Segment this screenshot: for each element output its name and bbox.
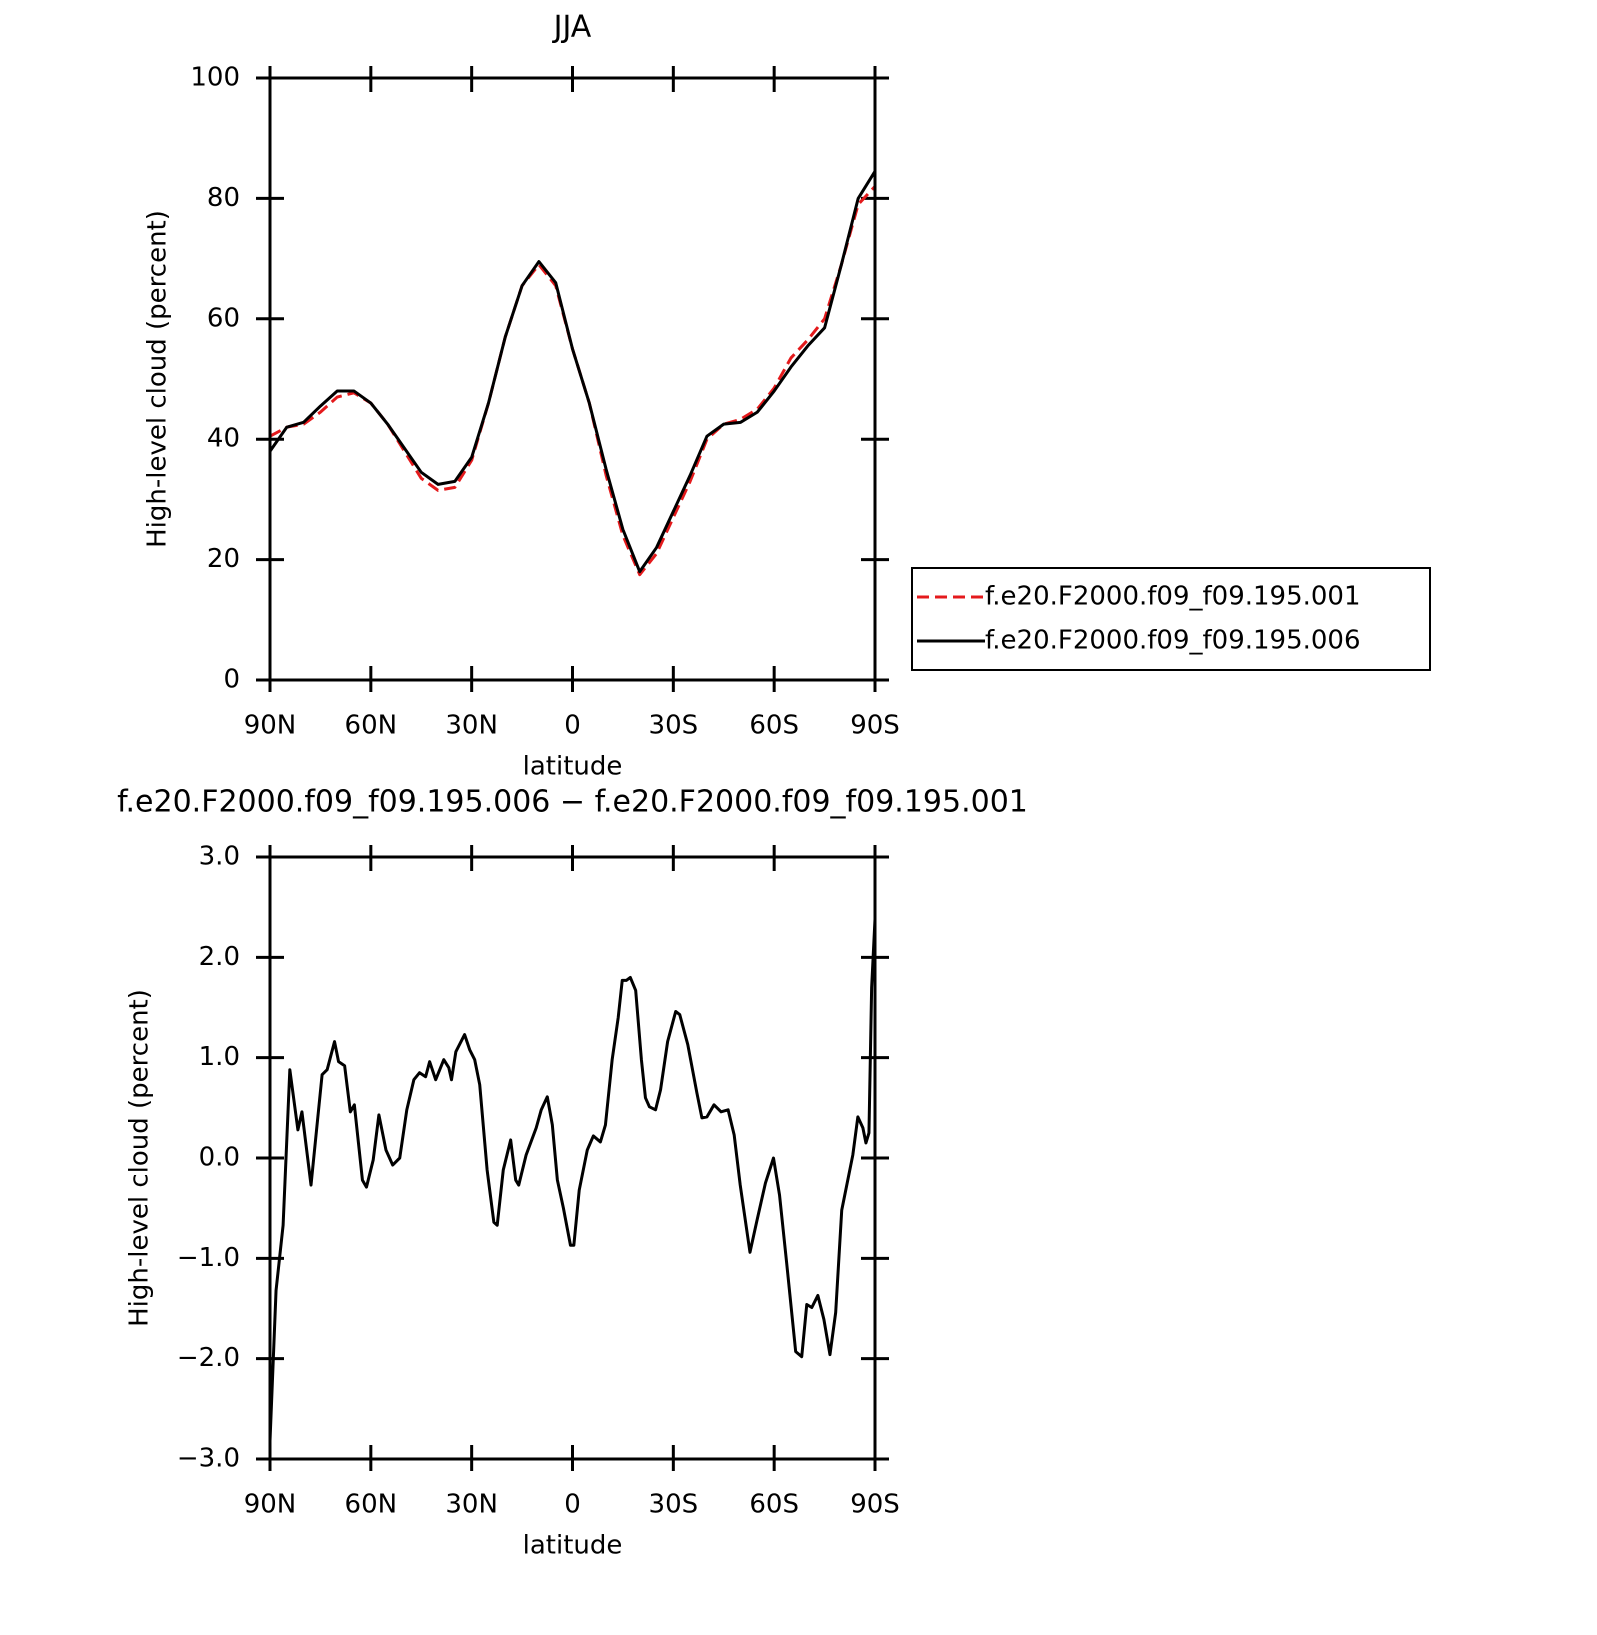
x-tick-label: 90N	[244, 1490, 297, 1520]
y-axis-label: High-level cloud (percent)	[143, 210, 173, 548]
legend-label: f.e20.F2000.f09_f09.195.001	[985, 582, 1361, 612]
y-tick-label: 1.0	[199, 1042, 240, 1072]
y-tick-label: 80	[207, 183, 240, 213]
x-axis-label: latitude	[523, 1531, 623, 1561]
chart-title: JJA	[552, 10, 592, 45]
x-tick-label: 30N	[445, 1490, 498, 1520]
y-tick-label: 40	[207, 424, 240, 454]
legend-box	[911, 567, 1431, 671]
x-tick-label: 30S	[649, 1490, 699, 1520]
x-axis-label: latitude	[523, 752, 623, 782]
y-tick-label: 2.0	[199, 942, 240, 972]
x-tick-label: 30S	[649, 711, 699, 741]
data-line	[268, 170, 877, 574]
y-tick-label: 0	[223, 665, 240, 695]
x-tick-label: 60N	[345, 711, 398, 741]
x-tick-label: 30N	[445, 711, 498, 741]
x-tick-label: 90S	[850, 1490, 900, 1520]
y-tick-label: 3.0	[199, 842, 240, 872]
x-tick-label: 0	[564, 711, 581, 741]
x-tick-label: 90N	[244, 711, 297, 741]
data-line	[269, 185, 877, 577]
y-tick-label: −2.0	[177, 1343, 240, 1373]
plot-frame	[268, 855, 877, 1461]
y-tick-label: 20	[207, 544, 240, 574]
chart-title: f.e20.F2000.f09_f09.195.006 − f.e20.F200…	[117, 785, 1028, 820]
y-axis-label: High-level cloud (percent)	[125, 989, 155, 1327]
y-tick-label: −1.0	[177, 1243, 240, 1273]
x-tick-label: 60N	[345, 1490, 398, 1520]
y-tick-label: −3.0	[177, 1444, 240, 1474]
y-tick-label: 0.0	[199, 1143, 240, 1173]
x-tick-label: 60S	[749, 1490, 799, 1520]
plot-frame	[268, 76, 877, 682]
x-tick-label: 90S	[850, 711, 900, 741]
data-line	[268, 919, 877, 1442]
legend: f.e20.F2000.f09_f09.195.001 f.e20.F2000.f…	[911, 567, 1431, 671]
legend-label: f.e20.F2000.f09_f09.195.006	[985, 626, 1361, 656]
y-tick-label: 60	[207, 303, 240, 333]
x-tick-label: 0	[564, 1490, 581, 1520]
y-tick-label: 100	[190, 63, 240, 93]
x-tick-label: 60S	[749, 711, 799, 741]
